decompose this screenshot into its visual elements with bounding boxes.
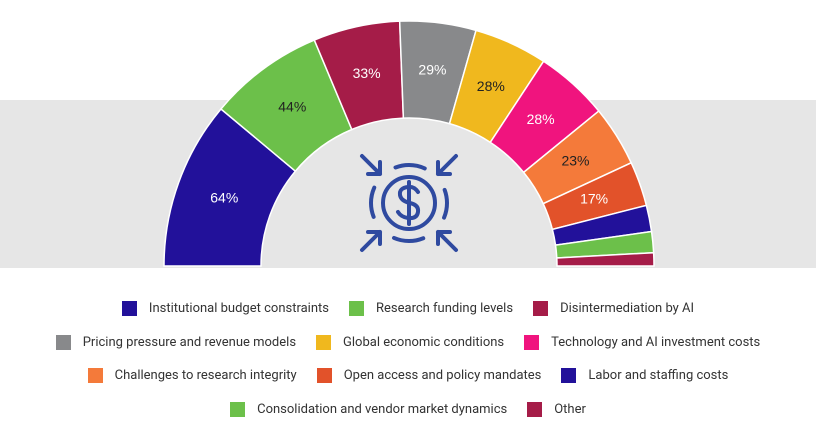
data-label: 28% [477, 78, 505, 94]
legend-swatch [121, 301, 137, 317]
legend-item: Disintermediation by AI [533, 301, 695, 317]
legend-row: Institutional budget constraints Research… [0, 292, 816, 326]
legend-label: Technology and AI investment costs [551, 334, 761, 350]
legend-row: Consolidation and vendor market dynamics… [0, 393, 816, 427]
legend-label: Research funding levels [375, 301, 514, 317]
legend-item: Research funding levels [348, 301, 514, 317]
legend-row: Challenges to research integrity Open acc… [0, 359, 816, 393]
legend-swatch [527, 401, 543, 417]
legend-label: Open access and policy mandates [343, 368, 542, 384]
chart-area: 64% 44% 33% 29% 28% 28% 23% 17% [0, 20, 816, 268]
data-label: 23% [561, 152, 589, 168]
legend-label: Pricing pressure and revenue models [82, 334, 297, 350]
legend-item: Consolidation and vendor market dynamics [230, 401, 508, 417]
legend-item: Other [527, 401, 586, 417]
legend-label: Disintermediation by AI [560, 301, 695, 317]
data-label: 33% [353, 65, 381, 81]
slice [555, 251, 655, 267]
legend-swatch [561, 368, 577, 384]
legend-label: Other [554, 401, 586, 417]
legend-label: Labor and staffing costs [588, 368, 729, 384]
legend-swatch [316, 334, 332, 350]
legend: Institutional budget constraints Research… [0, 292, 816, 426]
icon [360, 154, 458, 252]
legend-label: Institutional budget constraints [148, 301, 329, 317]
data-label: 29% [418, 62, 446, 78]
legend-swatch [230, 401, 246, 417]
legend-item: Technology and AI investment costs [524, 334, 761, 350]
legend-item: Pricing pressure and revenue models [55, 334, 297, 350]
legend-item: Challenges to research integrity [87, 368, 297, 384]
legend-swatch [533, 301, 549, 317]
legend-item: Institutional budget constraints [121, 301, 329, 317]
legend-swatch [348, 301, 364, 317]
legend-label: Global economic conditions [343, 334, 505, 350]
legend-item: Global economic conditions [316, 334, 505, 350]
legend-swatch [87, 368, 103, 384]
data-label: 64% [210, 190, 238, 206]
legend-label: Challenges to research integrity [114, 368, 297, 384]
legend-label: Consolidation and vendor market dynamics [257, 401, 508, 417]
legend-swatch [524, 334, 540, 350]
legend-row: Pricing pressure and revenue models Globa… [0, 326, 816, 360]
legend-item: Open access and policy mandates [316, 368, 542, 384]
legend-item: Labor and staffing costs [561, 368, 729, 384]
legend-swatch [316, 368, 332, 384]
data-label: 17% [580, 191, 608, 207]
data-label: 44% [278, 99, 306, 115]
legend-swatch [55, 334, 71, 350]
data-label: 28% [527, 111, 555, 127]
